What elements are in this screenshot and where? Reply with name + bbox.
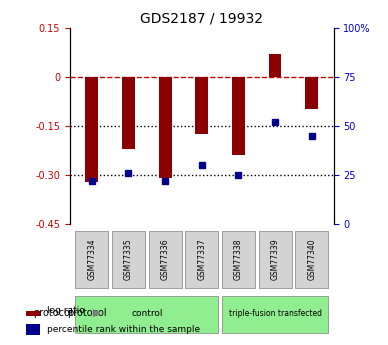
- Text: control: control: [131, 309, 163, 318]
- Bar: [26, 324, 40, 335]
- FancyBboxPatch shape: [295, 231, 328, 288]
- Text: GSM77335: GSM77335: [124, 239, 133, 280]
- Text: GSM77338: GSM77338: [234, 239, 243, 280]
- Bar: [85, 77, 98, 181]
- Bar: [305, 77, 318, 109]
- Bar: [159, 77, 171, 178]
- Bar: [232, 77, 245, 155]
- FancyBboxPatch shape: [185, 231, 218, 288]
- FancyBboxPatch shape: [149, 231, 182, 288]
- Text: GSM77340: GSM77340: [307, 239, 316, 280]
- Title: GDS2187 / 19932: GDS2187 / 19932: [140, 11, 263, 25]
- Bar: [195, 77, 208, 134]
- Text: protocol: protocol: [67, 308, 107, 318]
- Text: GSM77337: GSM77337: [197, 239, 206, 280]
- FancyBboxPatch shape: [75, 296, 218, 333]
- FancyBboxPatch shape: [222, 231, 255, 288]
- Bar: [268, 54, 281, 77]
- Text: GSM77336: GSM77336: [161, 239, 170, 280]
- FancyBboxPatch shape: [112, 231, 145, 288]
- FancyBboxPatch shape: [222, 296, 328, 333]
- Text: log ratio: log ratio: [47, 306, 85, 315]
- Text: GSM77339: GSM77339: [270, 239, 279, 280]
- Text: protocol: protocol: [33, 308, 73, 318]
- Bar: [122, 77, 135, 149]
- FancyBboxPatch shape: [258, 231, 291, 288]
- Text: GSM77334: GSM77334: [87, 239, 96, 280]
- Text: triple-fusion transfected: triple-fusion transfected: [229, 309, 322, 318]
- Bar: [26, 305, 40, 316]
- Text: percentile rank within the sample: percentile rank within the sample: [47, 325, 201, 334]
- FancyBboxPatch shape: [75, 231, 108, 288]
